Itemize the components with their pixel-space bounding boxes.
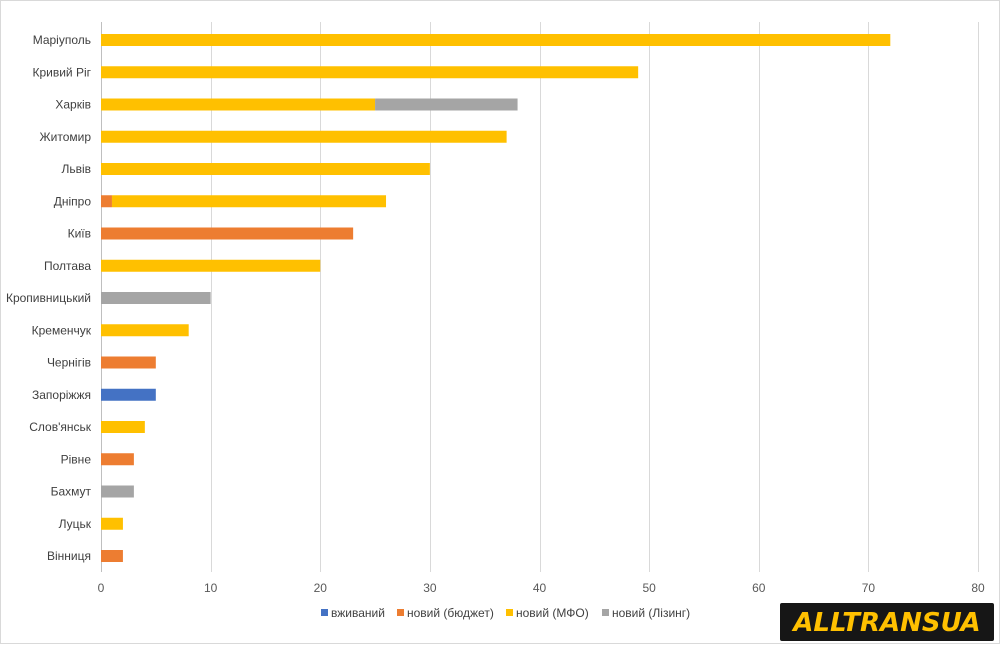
bar-segment [101, 66, 639, 79]
legend: вживаний новий (бюджет) новий (МФО) новий (… [321, 606, 690, 620]
alltransua-logo: ALLTRANSUA [780, 603, 994, 641]
category-label: Київ [68, 227, 91, 241]
bar-segment [101, 98, 376, 111]
bar-segment [111, 195, 387, 208]
bar-segment [101, 259, 321, 272]
gridlines [101, 22, 979, 572]
category-label: Полтава [44, 259, 91, 273]
bar-segment [101, 356, 156, 369]
bar-segment [101, 292, 211, 304]
bar-segment [101, 421, 145, 433]
category-labels: Маріуполь Кривий Ріг Харків Житомир Львів Дні… [6, 33, 92, 563]
x-tick-label: 0 [98, 581, 105, 595]
x-tick-label: 20 [314, 581, 328, 595]
legend-swatch [506, 609, 513, 616]
bars [101, 34, 891, 562]
bar-segment [101, 163, 430, 175]
logo-text: ALLTRANSUA [791, 608, 980, 638]
bar-segment [101, 324, 189, 337]
category-label: Житомир [40, 130, 92, 144]
legend-swatch [602, 609, 609, 616]
legend-label: новий (Лізинг) [612, 606, 690, 620]
category-label: Дніпро [54, 194, 92, 208]
legend-item: новий (МФО) [506, 606, 589, 620]
category-label: Запоріжжя [32, 388, 91, 402]
x-tick-label: 60 [752, 581, 766, 595]
category-label: Вінниця [47, 549, 91, 563]
bar-segment [101, 517, 123, 530]
legend-swatch [397, 609, 404, 616]
x-tick-label: 50 [642, 581, 656, 595]
legend-swatch [321, 609, 328, 616]
bar-segment [101, 34, 891, 46]
legend-item: вживаний [321, 606, 385, 620]
category-label: Харків [55, 98, 91, 112]
category-label: Кременчук [32, 323, 92, 337]
bar-segment [101, 227, 354, 240]
category-label: Луцьк [59, 517, 92, 531]
x-tick-label: 30 [423, 581, 437, 595]
bar-segment [375, 98, 518, 111]
legend-label: новий (МФО) [516, 606, 589, 620]
bar-segment [101, 550, 123, 562]
x-tick-labels: 0 10 20 30 40 50 60 70 80 [98, 581, 985, 595]
legend-item: новий (Лізинг) [602, 606, 690, 620]
category-label: Кропивницький [6, 291, 91, 305]
category-label: Рівне [61, 452, 92, 466]
x-tick-label: 10 [204, 581, 218, 595]
category-label: Львів [61, 162, 91, 176]
category-label: Кривий Ріг [32, 65, 91, 79]
bar-segment [101, 130, 507, 143]
bar-segment [101, 195, 112, 208]
category-label: Бахмут [51, 485, 92, 499]
legend-item: новий (бюджет) [397, 606, 494, 620]
bar-segment [101, 485, 134, 498]
bar-segment [101, 453, 134, 466]
x-tick-label: 40 [533, 581, 547, 595]
legend-label: вживаний [331, 606, 385, 620]
category-label: Слов'янськ [29, 420, 92, 434]
legend-label: новий (бюджет) [407, 606, 494, 620]
x-tick-label: 70 [862, 581, 876, 595]
bar-segment [101, 388, 156, 401]
category-label: Чернігів [47, 356, 91, 370]
x-tick-label: 80 [971, 581, 985, 595]
category-label: Маріуполь [33, 33, 91, 47]
